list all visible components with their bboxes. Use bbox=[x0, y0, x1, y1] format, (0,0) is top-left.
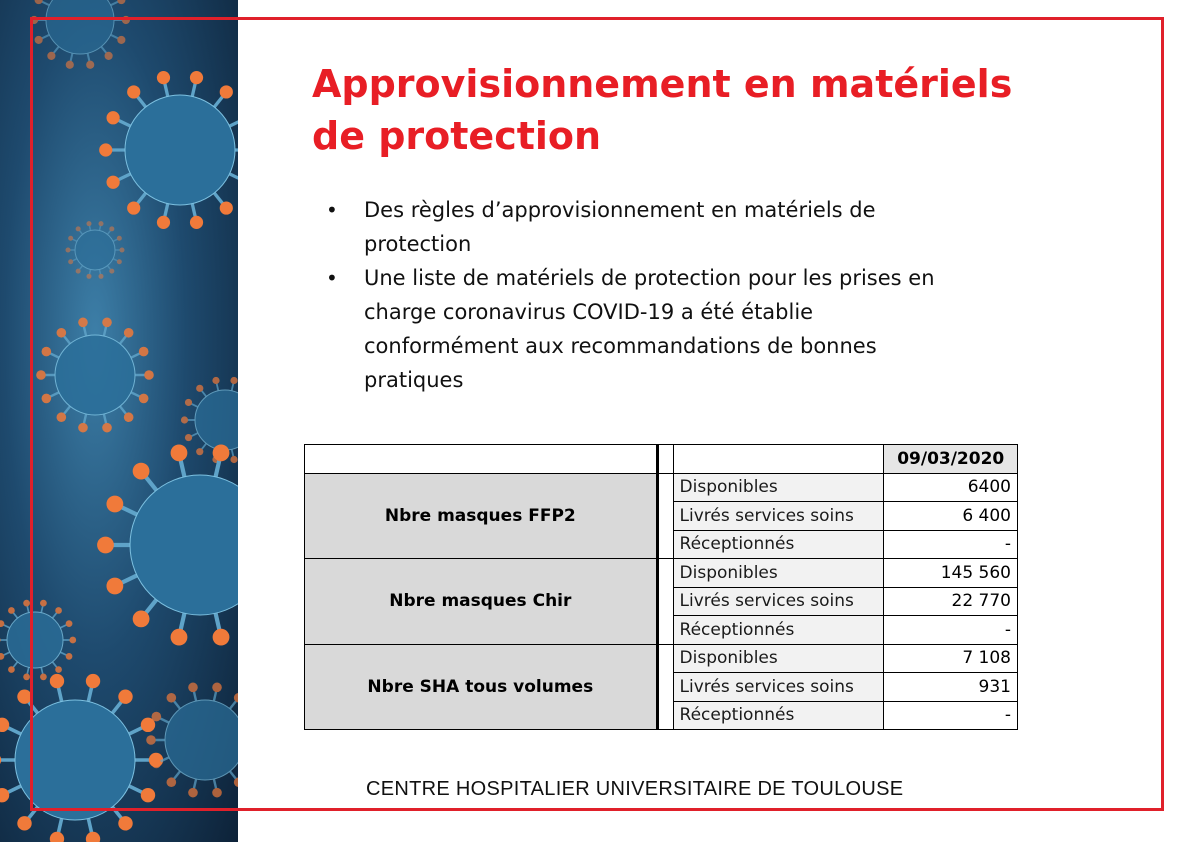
category-chir: Nbre masques Chir bbox=[304, 558, 658, 645]
table-row: Réceptionnés - bbox=[305, 700, 1018, 730]
row-value: 931 bbox=[883, 672, 1018, 702]
row-label: Réceptionnés bbox=[672, 700, 885, 730]
row-label: Livrés services soins bbox=[672, 501, 885, 531]
virus-icon bbox=[30, 0, 130, 69]
coronavirus-illustration bbox=[0, 0, 238, 842]
footer-institution: CENTRE HOSPITALIER UNIVERSITAIRE DE TOUL… bbox=[366, 778, 904, 800]
column-separator bbox=[655, 472, 674, 559]
table-row: Livrés services soins 931 bbox=[305, 672, 1018, 702]
row-label: Réceptionnés bbox=[672, 615, 885, 645]
table-row: Livrés services soins 22 770 bbox=[305, 586, 1018, 616]
table-row: Livrés services soins 6 400 bbox=[305, 501, 1018, 531]
header-blank-cell bbox=[672, 444, 885, 474]
row-value: 6400 bbox=[883, 472, 1018, 502]
table-row: Nbre masques FFP2 Disponibles 6400 bbox=[304, 472, 1018, 559]
virus-icon bbox=[146, 682, 238, 798]
row-label: Disponibles bbox=[672, 472, 885, 502]
column-separator bbox=[655, 558, 674, 645]
virus-particles bbox=[0, 0, 238, 842]
virus-icon bbox=[99, 71, 238, 229]
slide-title: Approvisionnement en matériels de protec… bbox=[312, 58, 1092, 162]
row-label: Livrés services soins bbox=[672, 586, 885, 616]
bullet-list: Des règles d’approvisionnement en matéri… bbox=[326, 193, 966, 397]
row-label: Disponibles bbox=[672, 558, 885, 588]
row-label: Réceptionnés bbox=[672, 529, 885, 559]
row-value: 7 108 bbox=[883, 643, 1018, 673]
title-line-2: de protection bbox=[312, 114, 602, 158]
row-value: 6 400 bbox=[883, 501, 1018, 531]
title-line-1: Approvisionnement en matériels bbox=[312, 62, 1013, 106]
row-value: - bbox=[883, 700, 1018, 730]
category-sha: Nbre SHA tous volumes bbox=[304, 643, 658, 730]
column-separator bbox=[655, 643, 674, 730]
header-blank-cell bbox=[304, 444, 658, 474]
virus-icon bbox=[97, 444, 238, 646]
virus-icon bbox=[180, 376, 238, 464]
table-row: Nbre SHA tous volumes Disponibles 7 108 bbox=[304, 643, 1018, 730]
category-ffp2: Nbre masques FFP2 bbox=[304, 472, 658, 559]
virus-icon bbox=[0, 673, 164, 842]
table-header-row: 09/03/2020 bbox=[304, 444, 1018, 474]
date-header: 09/03/2020 bbox=[883, 444, 1018, 474]
row-label: Livrés services soins bbox=[672, 672, 885, 702]
row-value: - bbox=[883, 529, 1018, 559]
virus-icon bbox=[36, 317, 154, 433]
virus-icon bbox=[65, 221, 125, 279]
table-row: Nbre masques Chir Disponibles 145 560 bbox=[304, 558, 1018, 645]
row-value: 145 560 bbox=[883, 558, 1018, 588]
row-value: - bbox=[883, 615, 1018, 645]
supply-table: 09/03/2020 Nbre masques FFP2 Disponibles… bbox=[304, 444, 1018, 730]
bullet-item: Des règles d’approvisionnement en matéri… bbox=[326, 193, 966, 261]
row-label: Disponibles bbox=[672, 643, 885, 673]
bullet-item: Une liste de matériels de protection pou… bbox=[326, 261, 966, 397]
row-value: 22 770 bbox=[883, 586, 1018, 616]
virus-icon bbox=[0, 599, 77, 681]
column-separator bbox=[655, 444, 674, 474]
